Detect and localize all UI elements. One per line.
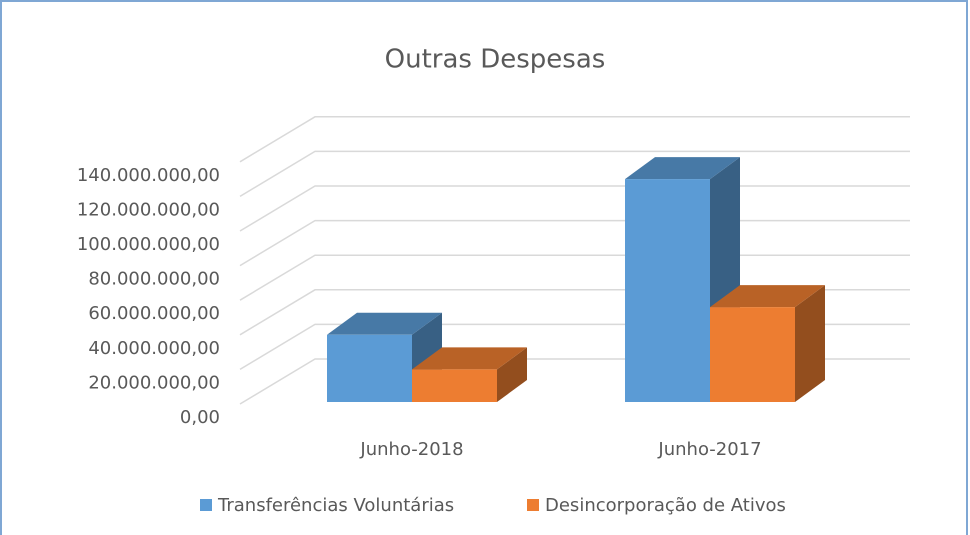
x-tick-label: Junho-2018	[359, 439, 463, 460]
bar-side	[497, 347, 527, 402]
bar	[412, 369, 497, 402]
bar	[625, 179, 710, 402]
grid-line	[239, 150, 910, 198]
bar	[710, 307, 795, 402]
y-tick-label: 120.000.000,00	[77, 199, 220, 220]
legend-label: Transferências Voluntárias	[217, 495, 454, 516]
bar-top	[625, 157, 740, 180]
legend-label: Desincorporação de Ativos	[545, 495, 786, 516]
y-tick-label: 20.000.000,00	[88, 372, 220, 393]
legend-swatch	[527, 499, 539, 511]
bar	[327, 334, 412, 402]
bar-top	[710, 285, 825, 308]
y-tick-label: 0,00	[180, 407, 220, 428]
y-tick-label: 60.000.000,00	[88, 303, 220, 324]
y-tick-label: 40.000.000,00	[88, 338, 220, 359]
chart-title: Outras Despesas	[385, 45, 606, 75]
y-tick-label: 140.000.000,00	[77, 165, 220, 186]
bar-side	[795, 285, 825, 402]
bar-top	[412, 347, 527, 370]
y-tick-label: 100.000.000,00	[77, 234, 220, 255]
bar-top	[327, 312, 442, 335]
y-tick-label: 80.000.000,00	[88, 269, 220, 290]
grid-line	[239, 116, 910, 163]
legend-swatch	[200, 499, 212, 511]
x-tick-label: Junho-2017	[657, 439, 761, 460]
